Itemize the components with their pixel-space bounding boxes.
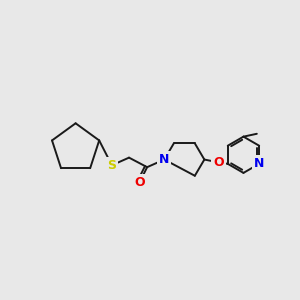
Text: O: O [213,156,224,169]
Text: N: N [254,157,264,170]
Text: O: O [213,156,224,169]
Text: N: N [159,153,169,166]
Text: O: O [134,176,145,189]
Text: N: N [159,153,169,166]
Text: S: S [107,159,116,172]
